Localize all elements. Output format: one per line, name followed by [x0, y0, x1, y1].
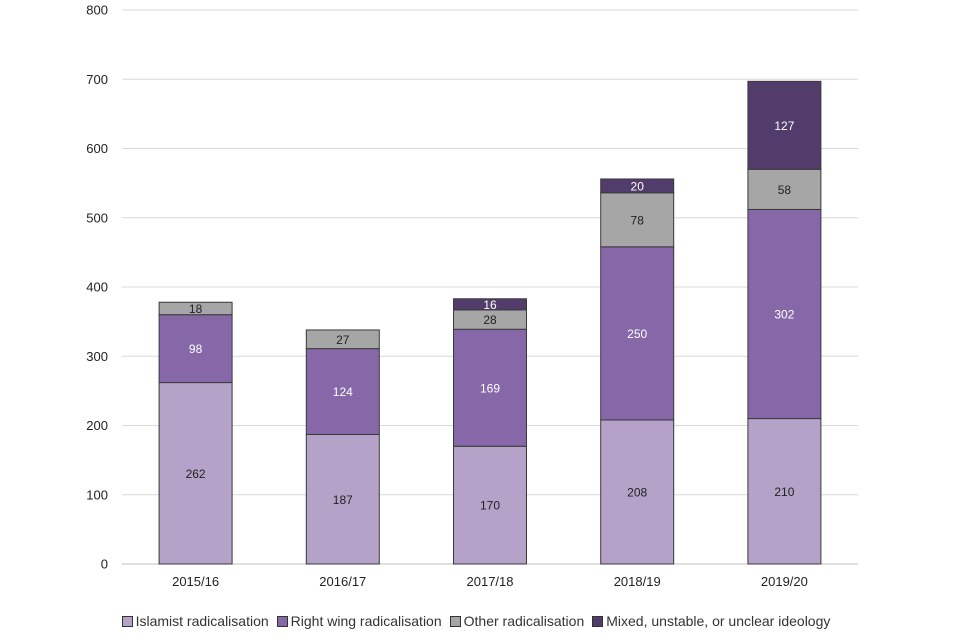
data-label-mixed-unstable-or-unclear-ideology-2019-20: 127 [774, 119, 794, 133]
data-label-right-wing-radicalisation-2015-16: 98 [189, 342, 203, 356]
bar-islamist-radicalisation-2015-16 [158, 382, 233, 565]
legend-item-islamist: Islamist radicalisation [121, 613, 269, 629]
data-label-other-radicalisation-2018-19: 78 [631, 213, 645, 227]
data-label-islamist-radicalisation-2016-17: 187 [333, 493, 353, 507]
y-tick-label-0: 0 [101, 557, 108, 572]
data-label-islamist-radicalisation-2018-19: 208 [627, 485, 647, 499]
bar-mixed-unstable-or-unclear-ideology-2019-20 [747, 80, 822, 170]
bar-mixed-unstable-or-unclear-ideology-2018-19 [600, 178, 675, 194]
data-label-right-wing-radicalisation-2017-18: 169 [480, 381, 500, 395]
legend-item-mixed: Mixed, unstable, or unclear ideology [592, 613, 830, 629]
legend-swatch-right-wing [276, 615, 288, 627]
bar-right-wing-radicalisation-2019-20 [747, 208, 822, 420]
legend-swatch-islamist [121, 615, 133, 627]
chart-legend: Islamist radicalisation Right wing radic… [0, 611, 960, 631]
y-tick-label-1: 100 [86, 487, 108, 502]
data-label-islamist-radicalisation-2017-18: 170 [480, 499, 500, 513]
data-label-mixed-unstable-or-unclear-ideology-2017-18: 16 [483, 298, 497, 312]
data-label-islamist-radicalisation-2015-16: 262 [186, 467, 206, 481]
x-tick-label-2015-16: 2015/16 [172, 574, 219, 589]
y-tick-label-5: 500 [86, 210, 108, 225]
data-label-mixed-unstable-or-unclear-ideology-2018-19: 20 [631, 179, 645, 193]
bar-other-radicalisation-2019-20 [747, 168, 822, 210]
legend-label-islamist: Islamist radicalisation [135, 613, 269, 629]
data-label-other-radicalisation-2017-18: 28 [483, 313, 497, 327]
x-tick-label-2016-17: 2016/17 [319, 574, 366, 589]
data-label-other-radicalisation-2016-17: 27 [336, 333, 350, 347]
bar-islamist-radicalisation-2019-20 [747, 418, 822, 565]
legend-label-right-wing: Right wing radicalisation [290, 613, 442, 629]
x-tick-label-2019-20: 2019/20 [761, 574, 808, 589]
y-tick-label-3: 300 [86, 349, 108, 364]
y-tick-label-8: 800 [86, 3, 108, 18]
data-label-other-radicalisation-2015-16: 18 [189, 302, 203, 316]
legend-label-mixed: Mixed, unstable, or unclear ideology [606, 613, 831, 629]
data-label-right-wing-radicalisation-2019-20: 302 [774, 308, 794, 322]
legend-swatch-mixed [592, 615, 604, 627]
data-label-other-radicalisation-2019-20: 58 [778, 183, 792, 197]
bar-islamist-radicalisation-2017-18 [453, 445, 527, 565]
x-tick-label-2017-18: 2017/18 [467, 574, 514, 589]
stacked-bar-chart: 0 100 200 300 400 500 600 700 800 262 98 18 2015/16 1… [86, 3, 858, 589]
legend-item-other: Other radicalisation [449, 613, 585, 629]
bar-islamist-radicalisation-2018-19 [600, 419, 675, 565]
bar-other-radicalisation-2016-17 [305, 329, 380, 350]
bar-other-radicalisation-2018-19 [600, 192, 675, 248]
bar-mixed-unstable-or-unclear-ideology-2017-18 [453, 298, 527, 311]
legend-label-other: Other radicalisation [463, 613, 585, 629]
y-tick-label-6: 600 [86, 141, 108, 156]
bar-other-radicalisation-2015-16 [158, 301, 233, 316]
bar-right-wing-radicalisation-2017-18 [453, 328, 527, 447]
y-tick-label-7: 700 [86, 72, 108, 87]
legend-item-right-wing: Right wing radicalisation [276, 613, 442, 629]
bar-right-wing-radicalisation-2018-19 [600, 246, 675, 421]
x-tick-label-2018-19: 2018/19 [614, 574, 661, 589]
legend-swatch-other [449, 615, 461, 627]
bar-right-wing-radicalisation-2015-16 [158, 314, 233, 384]
y-tick-label-4: 400 [86, 280, 108, 295]
data-label-islamist-radicalisation-2019-20: 210 [774, 485, 794, 499]
y-tick-label-2: 200 [86, 418, 108, 433]
data-label-right-wing-radicalisation-2016-17: 124 [333, 385, 353, 399]
data-label-right-wing-radicalisation-2018-19: 250 [627, 327, 647, 341]
